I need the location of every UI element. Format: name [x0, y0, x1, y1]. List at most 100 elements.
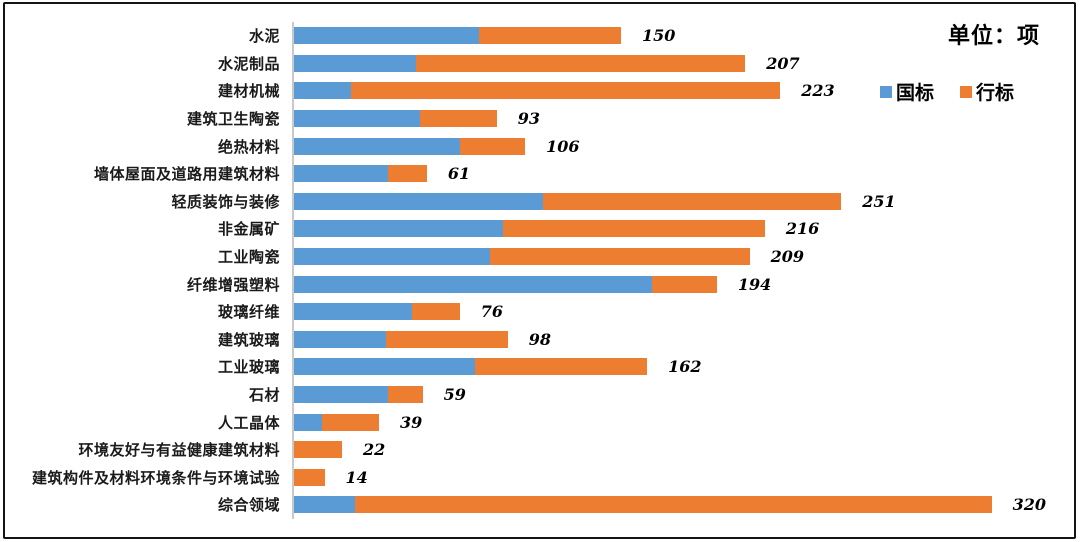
total-value-label: 93	[517, 109, 540, 129]
bar-row: 玻璃纤维 76	[0, 298, 1080, 326]
bar-row: 绝热材料 106	[0, 132, 1080, 160]
hangbiao-bar-segment	[387, 386, 423, 404]
category-label: 轻质装饰与装修	[171, 193, 280, 211]
stacked-bar: 98	[294, 329, 551, 349]
stacked-bar: 320	[294, 495, 1046, 515]
guobiao-bar-segment	[294, 192, 543, 210]
total-value-label: 150	[641, 26, 676, 46]
guobiao-bar-segment	[294, 358, 475, 376]
bar-row: 建筑卫生陶瓷 93	[0, 105, 1080, 133]
bar-row: 轻质装饰与装修 251	[0, 188, 1080, 216]
category-label: 建筑卫生陶瓷	[186, 111, 280, 129]
bar-row: 纤维增强塑料 194	[0, 270, 1080, 298]
bar-row: 水泥制品 207	[0, 50, 1080, 78]
guobiao-bar-segment	[294, 137, 460, 155]
guobiao-bar-segment	[294, 248, 491, 266]
category-label: 工业陶瓷	[217, 249, 280, 267]
stacked-bar: 251	[294, 192, 896, 211]
guobiao-bar-segment	[294, 330, 386, 348]
total-value-label: 76	[480, 302, 503, 322]
total-value-label: 59	[443, 385, 466, 405]
hangbiao-bar-segment	[355, 496, 992, 514]
unit-title: 单位：项	[947, 23, 1040, 48]
hangbiao-bar-segment	[542, 192, 842, 210]
bar-row: 工业陶瓷 209	[0, 243, 1080, 271]
category-label: 水泥	[248, 28, 280, 46]
stacked-bar: 93	[294, 109, 540, 129]
total-value-label: 216	[785, 219, 820, 239]
category-label: 玻璃纤维	[217, 304, 280, 322]
hangbiao-bar-segment	[322, 413, 379, 431]
stacked-bar: 39	[294, 412, 423, 432]
stacked-bar: 61	[294, 164, 471, 184]
category-label: 墙体屋面及道路用建筑材料	[93, 166, 280, 184]
hangbiao-bar-segment	[479, 27, 621, 45]
legend-item-hangbiao: 行标	[959, 78, 1014, 105]
category-label: 建材机械	[217, 83, 280, 101]
category-label: 纤维增强塑料	[186, 276, 280, 294]
bar-row: 工业玻璃 162	[0, 353, 1080, 381]
hangbiao-bar-segment	[503, 220, 765, 238]
bar-row: 建筑玻璃 98	[0, 326, 1080, 354]
bar-row: 非金属矿 216	[0, 215, 1080, 243]
hangbiao-bar-segment	[350, 82, 781, 100]
guobiao-bar-segment	[294, 303, 412, 321]
guobiao-bar-segment	[294, 386, 388, 404]
bar-row: 石材 59	[0, 381, 1080, 409]
total-value-label: 22	[363, 440, 386, 460]
stacked-bar: 194	[294, 275, 771, 294]
guobiao-bar-segment	[294, 54, 417, 72]
guobiao-bar-segment	[294, 110, 421, 128]
total-value-label: 207	[766, 53, 800, 73]
guobiao-bar-segment	[294, 220, 504, 238]
legend: 国标 行标	[879, 78, 1014, 105]
stacked-bar: 162	[294, 357, 702, 377]
hangbiao-bar-segment	[416, 54, 746, 72]
bar-row: 水泥 150	[0, 22, 1080, 50]
legend-label-guobiao: 国标	[895, 83, 934, 104]
category-label: 环境友好与有益健康建筑材料	[78, 442, 280, 460]
guobiao-bar-segment	[294, 165, 388, 183]
bar-row: 建筑构件及材料环境条件与环境试验 14	[0, 464, 1080, 492]
guobiao-bar-segment	[294, 82, 351, 100]
category-label: 非金属矿	[217, 221, 280, 239]
stacked-bar: 14	[294, 468, 368, 487]
hangbiao-bar-segment	[490, 248, 750, 266]
legend-label-hangbiao: 行标	[975, 83, 1014, 104]
hangbiao-bar-segment	[474, 358, 648, 376]
guobiao-bar-segment	[294, 413, 323, 431]
bar-row: 环境友好与有益健康建筑材料 22	[0, 436, 1080, 464]
stacked-bar: 207	[294, 53, 800, 73]
category-label: 绝热材料	[217, 138, 280, 156]
hangbiao-bar-segment	[385, 330, 508, 348]
hangbiao-bar-segment	[411, 303, 460, 321]
stacked-bar: 223	[294, 81, 835, 100]
hangbiao-bar-segment	[459, 137, 526, 155]
total-value-label: 162	[668, 357, 702, 377]
guobiao-bar-segment	[294, 27, 480, 45]
total-value-label: 106	[546, 136, 580, 156]
hangbiao-bar-segment	[294, 468, 325, 486]
total-value-label: 61	[447, 164, 471, 184]
bar-row: 墙体屋面及道路用建筑材料 61	[0, 160, 1080, 188]
category-axis-line	[292, 22, 294, 519]
legend-item-guobiao: 国标	[879, 78, 934, 105]
stacked-bar: 22	[294, 440, 386, 460]
hangbiao-bar-segment	[651, 275, 717, 293]
bar-row: 综合领域 320	[0, 491, 1080, 519]
category-label: 综合领域	[217, 497, 280, 515]
total-value-label: 39	[399, 412, 423, 432]
hangbiao-bar-segment	[420, 110, 497, 128]
total-value-label: 98	[528, 329, 551, 349]
total-value-label: 320	[1012, 495, 1046, 515]
bar-rows-container: 水泥 150 水泥制品 207 建材机械 223 建筑卫生陶瓷 93 绝热材料 106 墙体屋面及道…	[0, 22, 1080, 519]
category-label: 水泥制品	[217, 55, 280, 73]
total-value-label: 209	[770, 247, 804, 267]
hangbiao-bar-segment	[387, 165, 427, 183]
bar-row: 人工晶体 39	[0, 408, 1080, 436]
category-label: 建筑构件及材料环境条件与环境试验	[31, 469, 280, 487]
hangbiao-bar-segment	[294, 441, 342, 459]
stacked-bar: 216	[294, 219, 820, 239]
category-label: 人工晶体	[217, 414, 280, 432]
